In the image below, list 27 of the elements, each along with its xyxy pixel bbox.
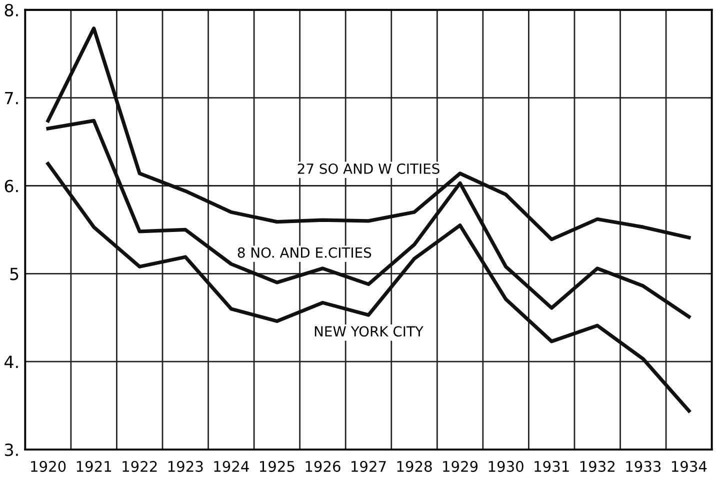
x-tick-label: 1931	[534, 460, 569, 472]
y-tick-label: 3.	[4, 444, 18, 456]
x-tick-label: 1934	[672, 460, 707, 472]
x-tick-label: 1932	[580, 460, 614, 472]
x-tick-label: 1925	[260, 460, 294, 472]
x-tick-label: 1927	[352, 460, 386, 472]
x-tick-label: 1929	[443, 460, 478, 472]
y-tick-label: 5	[10, 268, 18, 280]
series-label: 27 SO AND W CITIES	[298, 163, 440, 174]
series-label: 8 NO. AND E.CITIES	[238, 247, 372, 258]
y-tick-label: 7.	[5, 92, 18, 104]
x-tick-label: 1928	[397, 460, 432, 472]
x-tick-label: 1926	[306, 460, 340, 472]
x-tick-label: 1933	[626, 460, 661, 472]
y-tick-label: 6.	[4, 180, 18, 192]
line-series	[46, 26, 691, 242]
line-series	[46, 118, 691, 319]
series-label: NEW YORK CITY	[314, 326, 424, 337]
y-tick-label: 4.	[4, 356, 18, 368]
x-tick-label: 1922	[122, 460, 157, 472]
x-tick-label: 1930	[488, 460, 524, 472]
x-tick-label: 1924	[214, 460, 249, 472]
x-tick-label: 1921	[76, 460, 112, 472]
line-series	[46, 162, 691, 413]
x-tick-label: 1923	[168, 460, 203, 472]
x-tick-label: 1920	[31, 460, 66, 472]
y-tick-label: 8.	[4, 4, 18, 16]
